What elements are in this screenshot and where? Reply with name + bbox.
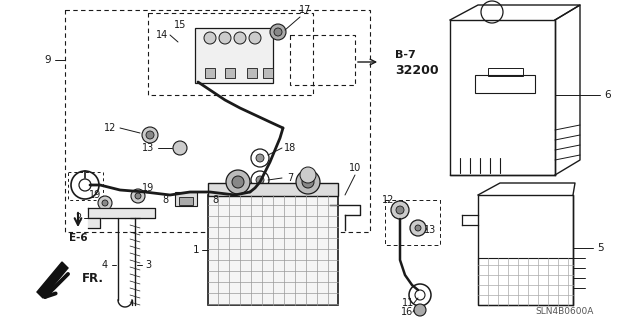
Bar xyxy=(68,172,103,200)
Circle shape xyxy=(131,189,145,203)
Circle shape xyxy=(391,201,409,219)
Bar xyxy=(478,258,573,305)
Text: FR.: FR. xyxy=(82,271,104,285)
Bar xyxy=(205,68,215,78)
Circle shape xyxy=(226,170,250,194)
Text: 19: 19 xyxy=(89,190,101,200)
Text: E-6: E-6 xyxy=(68,233,87,243)
Bar xyxy=(475,75,535,93)
Bar xyxy=(263,68,273,78)
Circle shape xyxy=(234,32,246,44)
Text: 1: 1 xyxy=(193,245,199,255)
Text: 12: 12 xyxy=(104,123,116,133)
Circle shape xyxy=(232,176,244,188)
Text: 8: 8 xyxy=(162,195,168,205)
Circle shape xyxy=(204,32,216,44)
Text: 15: 15 xyxy=(174,20,186,30)
Circle shape xyxy=(256,176,264,184)
Text: 6: 6 xyxy=(605,90,611,100)
Text: 19: 19 xyxy=(142,183,154,193)
Bar xyxy=(450,20,555,175)
Text: 5: 5 xyxy=(596,243,604,253)
Circle shape xyxy=(274,28,282,36)
Circle shape xyxy=(102,200,108,206)
Text: 2: 2 xyxy=(75,213,81,223)
Circle shape xyxy=(270,24,286,40)
Circle shape xyxy=(256,154,264,162)
Text: 11: 11 xyxy=(402,298,414,308)
Polygon shape xyxy=(88,208,155,218)
Bar xyxy=(208,183,338,196)
Text: 9: 9 xyxy=(45,55,51,65)
Bar xyxy=(220,192,242,206)
Text: 16: 16 xyxy=(401,307,413,317)
Circle shape xyxy=(219,32,231,44)
Text: 13: 13 xyxy=(424,225,436,235)
Circle shape xyxy=(249,32,261,44)
Circle shape xyxy=(142,127,158,143)
Bar xyxy=(225,68,235,78)
Bar xyxy=(208,195,338,305)
Text: 14: 14 xyxy=(156,30,168,40)
Bar xyxy=(488,68,523,76)
Circle shape xyxy=(173,141,187,155)
Text: 17: 17 xyxy=(299,5,311,15)
Text: 18: 18 xyxy=(284,143,296,153)
Text: 32200: 32200 xyxy=(395,63,438,77)
Circle shape xyxy=(302,176,314,188)
Text: 12: 12 xyxy=(382,195,394,205)
Bar xyxy=(290,35,355,85)
Text: B-7: B-7 xyxy=(395,50,416,60)
Circle shape xyxy=(396,206,404,214)
Bar xyxy=(478,195,573,305)
Bar xyxy=(148,13,313,95)
Polygon shape xyxy=(37,262,68,298)
Circle shape xyxy=(410,220,426,236)
Polygon shape xyxy=(88,218,100,228)
Circle shape xyxy=(296,170,320,194)
Circle shape xyxy=(415,225,421,231)
Circle shape xyxy=(414,304,426,316)
Text: 7: 7 xyxy=(287,173,293,183)
Circle shape xyxy=(98,196,112,210)
Circle shape xyxy=(135,193,141,199)
Bar xyxy=(175,192,197,206)
Bar xyxy=(179,197,193,205)
Text: 10: 10 xyxy=(349,163,361,173)
Circle shape xyxy=(300,167,316,183)
Text: SLN4B0600A: SLN4B0600A xyxy=(536,308,594,316)
Bar xyxy=(65,10,370,232)
Text: 3: 3 xyxy=(145,260,151,270)
Bar xyxy=(195,28,273,83)
Circle shape xyxy=(146,131,154,139)
Bar xyxy=(247,68,257,78)
Text: 4: 4 xyxy=(102,260,108,270)
Text: 13: 13 xyxy=(142,143,154,153)
Text: 8: 8 xyxy=(212,195,218,205)
Bar xyxy=(224,197,238,205)
Bar xyxy=(385,200,440,245)
